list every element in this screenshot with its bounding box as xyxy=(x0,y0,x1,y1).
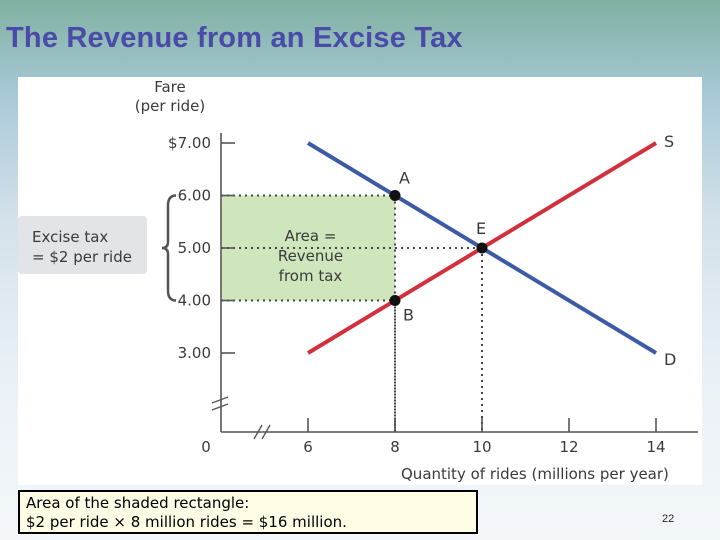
x-axis-break-2 xyxy=(261,424,271,440)
caption-line-2: $2 per ride × 8 million rides = $16 mill… xyxy=(26,513,347,531)
y-tick-label-1: 4.00 xyxy=(178,292,211,310)
x-axis-title: Quantity of rides (millions per year) xyxy=(401,465,669,483)
excise-tax-label-box xyxy=(18,216,147,274)
y-tick-label-4: $7.00 xyxy=(168,134,211,152)
y-axis-title: Fare (per ride) xyxy=(135,78,205,115)
x-tick-label-0: 6 xyxy=(303,438,313,456)
x-tick-label-4: 14 xyxy=(646,438,665,456)
x-tick-label-2: 10 xyxy=(472,438,491,456)
x-zero-label: 0 xyxy=(201,438,211,456)
point-E xyxy=(476,242,488,254)
y-axis-break-2 xyxy=(211,403,229,411)
y-tick-label-2: 5.00 xyxy=(178,239,211,257)
figure-panel: Area = Revenue from tax Excise tax = $2 per … xyxy=(18,77,702,485)
point-label-B: B xyxy=(403,306,414,325)
x-axis-break-1 xyxy=(253,424,263,440)
y-axis-break-1 xyxy=(211,396,229,404)
y-tick-label-3: 6.00 xyxy=(178,187,211,205)
x-tick-label-3: 12 xyxy=(559,438,578,456)
point-label-E: E xyxy=(476,219,486,238)
series-label-D: D xyxy=(664,350,676,369)
caption-line-1: Area of the shaded rectangle: xyxy=(26,494,250,512)
y-tick-label-0: 3.00 xyxy=(178,344,211,362)
tax-revenue-chart: Area = Revenue from tax Excise tax = $2 per … xyxy=(18,78,698,483)
point-B xyxy=(389,295,401,306)
point-label-A: A xyxy=(399,169,410,188)
shaded-area-label: Area = Revenue from tax xyxy=(278,227,343,285)
point-A xyxy=(389,190,401,201)
slide-number: 22 xyxy=(662,513,675,525)
x-tick-label-1: 8 xyxy=(390,438,400,456)
series-label-S: S xyxy=(664,132,674,151)
caption-box: Area of the shaded rectangle: $2 per rid… xyxy=(18,490,478,534)
slide-title: The Revenue from an Excise Tax xyxy=(6,22,463,54)
tax-brace xyxy=(161,194,177,302)
excise-tax-label: Excise tax = $2 per ride xyxy=(32,228,132,266)
